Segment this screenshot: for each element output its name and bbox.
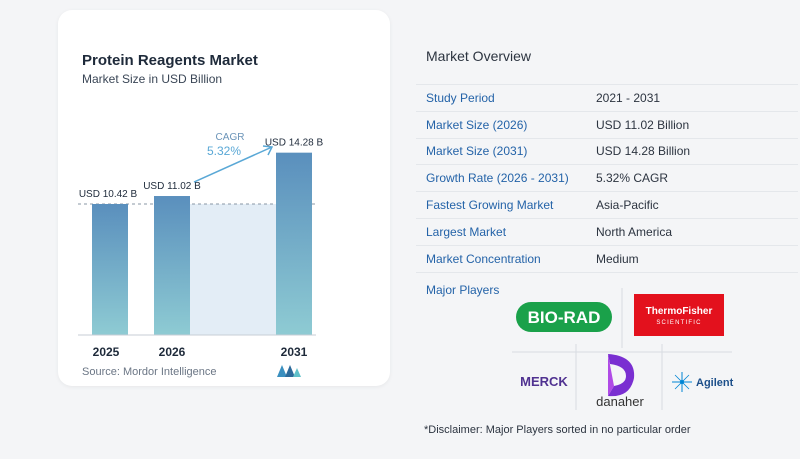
row-value: USD 14.28 Billion — [594, 138, 798, 166]
row-key: Fastest Growing Market — [416, 191, 594, 219]
major-players-logos: BIO-RAD ThermoFisher SCIENTIFIC MERCK da… — [512, 288, 734, 410]
table-row: Market Size (2026) USD 11.02 Billion — [416, 111, 798, 139]
merck-logo-text: MERCK — [520, 374, 568, 389]
cagr-label: CAGR — [216, 132, 245, 143]
data-label-2031: USD 14.28 B — [265, 138, 324, 149]
table-row: Study Period 2021 - 2031 — [416, 84, 798, 112]
table-row: Largest Market North America — [416, 218, 798, 246]
cagr-arrowhead-icon — [262, 145, 274, 156]
disclaimer: *Disclaimer: Major Players sorted in no … — [424, 424, 691, 436]
chart-card: Protein Reagents Market Market Size in U… — [58, 10, 390, 386]
tick-label-2025: 2025 — [93, 345, 120, 359]
overview-table: Study Period 2021 - 2031 Market Size (202… — [416, 84, 798, 273]
tick-label-2031: 2031 — [281, 345, 308, 359]
data-label-2025: USD 10.42 B — [79, 189, 138, 200]
row-key: Largest Market — [416, 218, 594, 246]
row-value: 2021 - 2031 — [594, 84, 798, 112]
bar-2026 — [154, 196, 190, 335]
tick-label-2026: 2026 — [159, 345, 186, 359]
table-row: Fastest Growing Market Asia-Pacific — [416, 191, 798, 219]
row-value: Medium — [594, 245, 798, 273]
table-row: Market Concentration Medium — [416, 245, 798, 273]
overview-title: Market Overview — [426, 48, 532, 64]
data-label-2026: USD 11.02 B — [143, 181, 201, 192]
row-value: North America — [594, 218, 798, 246]
row-key: Market Size (2026) — [416, 111, 594, 139]
cagr-arrow — [193, 146, 273, 183]
danaher-logo-text: danaher — [596, 394, 644, 409]
row-key: Market Size (2031) — [416, 138, 594, 166]
row-value: USD 11.02 Billion — [594, 111, 798, 139]
danaher-logo-icon — [608, 354, 635, 397]
cagr-value: 5.32% — [207, 144, 241, 158]
thermofisher-logo-subtext: SCIENTIFIC — [656, 320, 701, 326]
table-row: Market Size (2031) USD 14.28 Billion — [416, 138, 798, 166]
bar-2031 — [276, 152, 312, 335]
row-key: Market Concentration — [416, 245, 594, 273]
row-value: 5.32% CAGR — [594, 164, 798, 193]
major-players-label: Major Players — [426, 283, 500, 297]
bar-2025 — [92, 204, 128, 335]
biorad-logo-icon — [516, 302, 612, 332]
agilent-logo-text: Agilent — [696, 377, 734, 389]
chart-subtitle: Market Size in USD Billion — [82, 72, 223, 86]
market-overview-panel: Market Overview Study Period 2021 - 2031 … — [414, 0, 800, 459]
table-row: Growth Rate (2026 - 2031) 5.32% CAGR — [416, 164, 798, 193]
row-value: Asia-Pacific — [594, 191, 798, 219]
row-key: Study Period — [416, 84, 594, 112]
row-key: Growth Rate (2026 - 2031) — [416, 164, 594, 193]
growth-band — [190, 204, 276, 335]
mordor-intelligence-logo-icon — [277, 365, 301, 377]
agilent-spark-icon — [672, 372, 692, 392]
bar-chart: USD 10.42 B 2025 USD 11.02 B 2026 USD 14.28 … — [78, 132, 324, 359]
chart-title: Protein Reagents Market — [82, 52, 258, 69]
biorad-logo-text: BIO-RAD — [528, 308, 601, 327]
source-note: Source: Mordor Intelligence — [82, 366, 217, 378]
thermofisher-logo-text: ThermoFisher — [646, 306, 713, 317]
thermofisher-logo-icon — [634, 294, 724, 336]
